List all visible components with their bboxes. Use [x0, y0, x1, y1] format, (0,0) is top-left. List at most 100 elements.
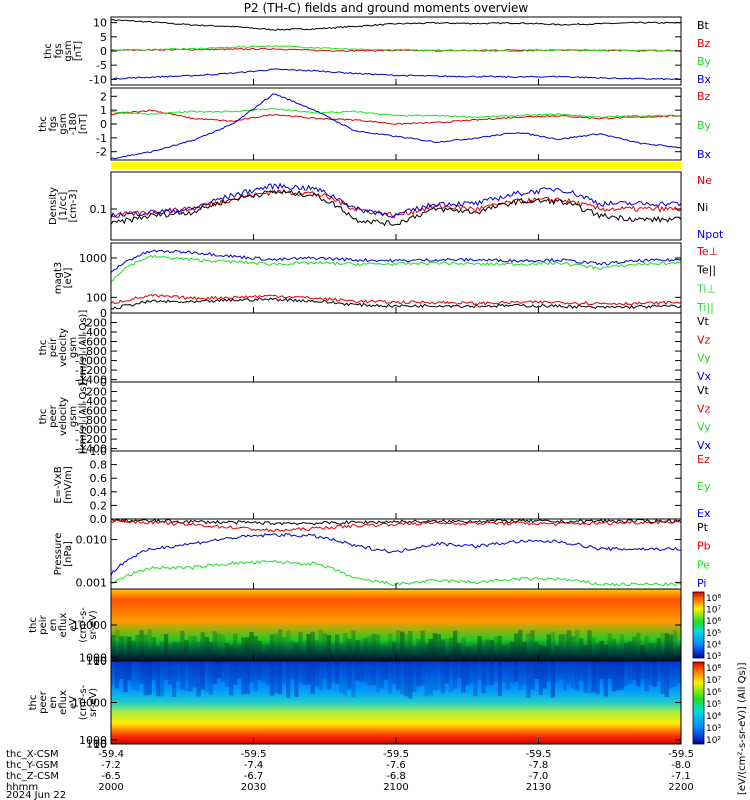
peir_velocity-legend-0: Vt	[697, 315, 710, 328]
fgs_gsm-ylabel-line: fgs	[53, 43, 64, 58]
colorbar-top-tick-label: 10⁸	[706, 594, 721, 604]
peir_spectrogram-ylabel-line: sr-eV)	[88, 610, 99, 639]
x-col-value: -7.2	[101, 760, 121, 771]
peer_spectrogram-cell	[273, 661, 279, 694]
x-col-value: -7.1	[671, 771, 691, 782]
fgs_gsm-ytick-label: 0	[100, 45, 107, 58]
peer_spectrogram-cell	[465, 661, 470, 686]
peir_spectrogram-cell	[318, 629, 323, 661]
peer_velocity-ytick-label: -1000	[75, 424, 107, 437]
peer_spectrogram-cell	[648, 661, 653, 685]
fgs_gsm_filtered-ytick-label: 2	[100, 90, 107, 103]
peer_spectrogram-cell	[339, 661, 344, 693]
peer_velocity-legend-1: Vz	[697, 402, 711, 415]
peir_spectrogram-cell	[229, 645, 234, 661]
peer_spectrogram-cell	[375, 661, 380, 693]
peer_spectrogram-cell	[355, 661, 360, 681]
temperature-legend-1: Te||	[696, 264, 716, 277]
pressure-series-2	[110, 532, 681, 577]
peer_spectrogram-cell	[550, 661, 555, 698]
fgs_gsm-ytick-label: 5	[100, 31, 107, 44]
fgs_gsm_filtered-series-1	[110, 107, 681, 119]
peir_spectrogram-cell	[163, 634, 169, 661]
peir_spectrogram-cell	[628, 641, 633, 661]
peir_spectrogram-cell	[322, 633, 327, 661]
peer_spectrogram-cell	[514, 661, 519, 683]
peer_spectrogram-cell	[330, 661, 336, 683]
peer_spectrogram-cell	[660, 661, 665, 695]
peir_spectrogram-cell	[139, 630, 144, 661]
peir_spectrogram-cell	[538, 645, 543, 661]
peer_spectrogram-cell	[668, 661, 674, 689]
peer_spectrogram-cell	[172, 661, 177, 697]
peer_spectrogram-cell	[208, 661, 213, 695]
peer_spectrogram-cell	[538, 661, 543, 695]
panel-pressure: 0.010 0.001 Pressure [nPa] Pt Pb Pe Pi	[53, 518, 711, 590]
peer_spectrogram-cell	[461, 661, 466, 693]
peer_spectrogram-cell	[196, 661, 201, 697]
peir_spectrogram-cell	[424, 643, 429, 661]
peir_spectrogram-cell	[587, 630, 592, 661]
peir_velocity-ytick-label: -1200	[75, 364, 107, 377]
peer_spectrogram-cell	[611, 661, 617, 692]
colorbar-bottom-tick-label: 10⁶	[706, 688, 721, 698]
peer_spectrogram-cell	[518, 661, 523, 690]
peer_spectrogram-cell	[599, 661, 604, 680]
peer_spectrogram-cell	[147, 661, 152, 695]
peer_spectrogram-cell	[534, 661, 539, 680]
peer_spectrogram-cell	[347, 661, 352, 690]
peir_spectrogram-cell	[143, 634, 148, 661]
peir_spectrogram-ylabel-line: peir	[38, 614, 49, 634]
peir_spectrogram-cell	[233, 633, 238, 661]
panel-density: 0.1 Density [1/cc] [cm-3] Ne Ni Npot	[48, 171, 724, 241]
peer_spectrogram-cell	[489, 661, 494, 686]
peir_spectrogram-ylabel-line: (cm²-s-	[78, 607, 89, 643]
peer_spectrogram-cell	[469, 661, 474, 684]
peir_spectrogram-cell	[131, 640, 136, 661]
efield-legend-1: Ey	[697, 480, 711, 493]
x-col-value: -6.8	[386, 771, 406, 782]
peer_spectrogram-ylabel-line: eflux	[58, 690, 69, 715]
pressure-frame	[110, 518, 682, 590]
peer_spectrogram-cell	[282, 661, 287, 684]
peer_spectrogram-cell	[583, 661, 588, 693]
x-col-value: -59.4	[98, 749, 124, 760]
peir_spectrogram-cell	[579, 638, 584, 661]
peir_spectrogram-cell	[481, 640, 486, 661]
peir_spectrogram-cell	[334, 634, 340, 661]
peer_spectrogram-ylabel-line: peer	[38, 690, 49, 714]
x-col-value: -7.6	[386, 760, 406, 771]
peir_spectrogram-ylabel-line: thc	[28, 617, 39, 633]
peir_spectrogram-cell	[355, 640, 360, 661]
density-frame	[110, 171, 682, 241]
peer_spectrogram-cell	[396, 661, 401, 691]
peir_spectrogram-cell	[420, 630, 425, 661]
colorbar-top-tick-label: 10⁵	[706, 629, 721, 639]
peer_spectrogram-cell	[607, 661, 612, 679]
peer_spectrogram-cell	[501, 661, 507, 683]
peer_spectrogram-cell	[587, 661, 592, 694]
peer_spectrogram-cell	[151, 661, 156, 680]
peir_spectrogram-cell	[245, 637, 250, 661]
fgs_gsm_filtered-legend-2: Bx	[697, 148, 712, 161]
colorbar-bottom	[692, 661, 705, 745]
colorbar-bottom-tick-label: 10⁸	[706, 664, 721, 674]
peir_spectrogram-cell	[241, 637, 246, 661]
peer_velocity-ylabel-line: thc	[38, 409, 49, 425]
peer_spectrogram-cell	[558, 661, 564, 680]
peir_spectrogram-ylabel-line: en	[48, 619, 59, 632]
colorbar-bottom-tick-label: 10²	[706, 736, 721, 746]
peir_spectrogram-cell	[440, 639, 446, 661]
peer_spectrogram-cell	[371, 661, 376, 686]
efield-ytick-label: 1.0	[90, 445, 108, 458]
peir_spectrogram-cell	[294, 642, 299, 661]
peir_spectrogram-cell	[493, 636, 498, 661]
peer_spectrogram-cell	[233, 661, 238, 685]
peir_spectrogram-cell	[208, 641, 213, 661]
peer_spectrogram-cell	[416, 661, 421, 687]
peir_spectrogram-cell	[477, 636, 482, 661]
peer_velocity-ytick-label: -1200	[75, 433, 107, 446]
peer_spectrogram-cell	[115, 661, 120, 689]
